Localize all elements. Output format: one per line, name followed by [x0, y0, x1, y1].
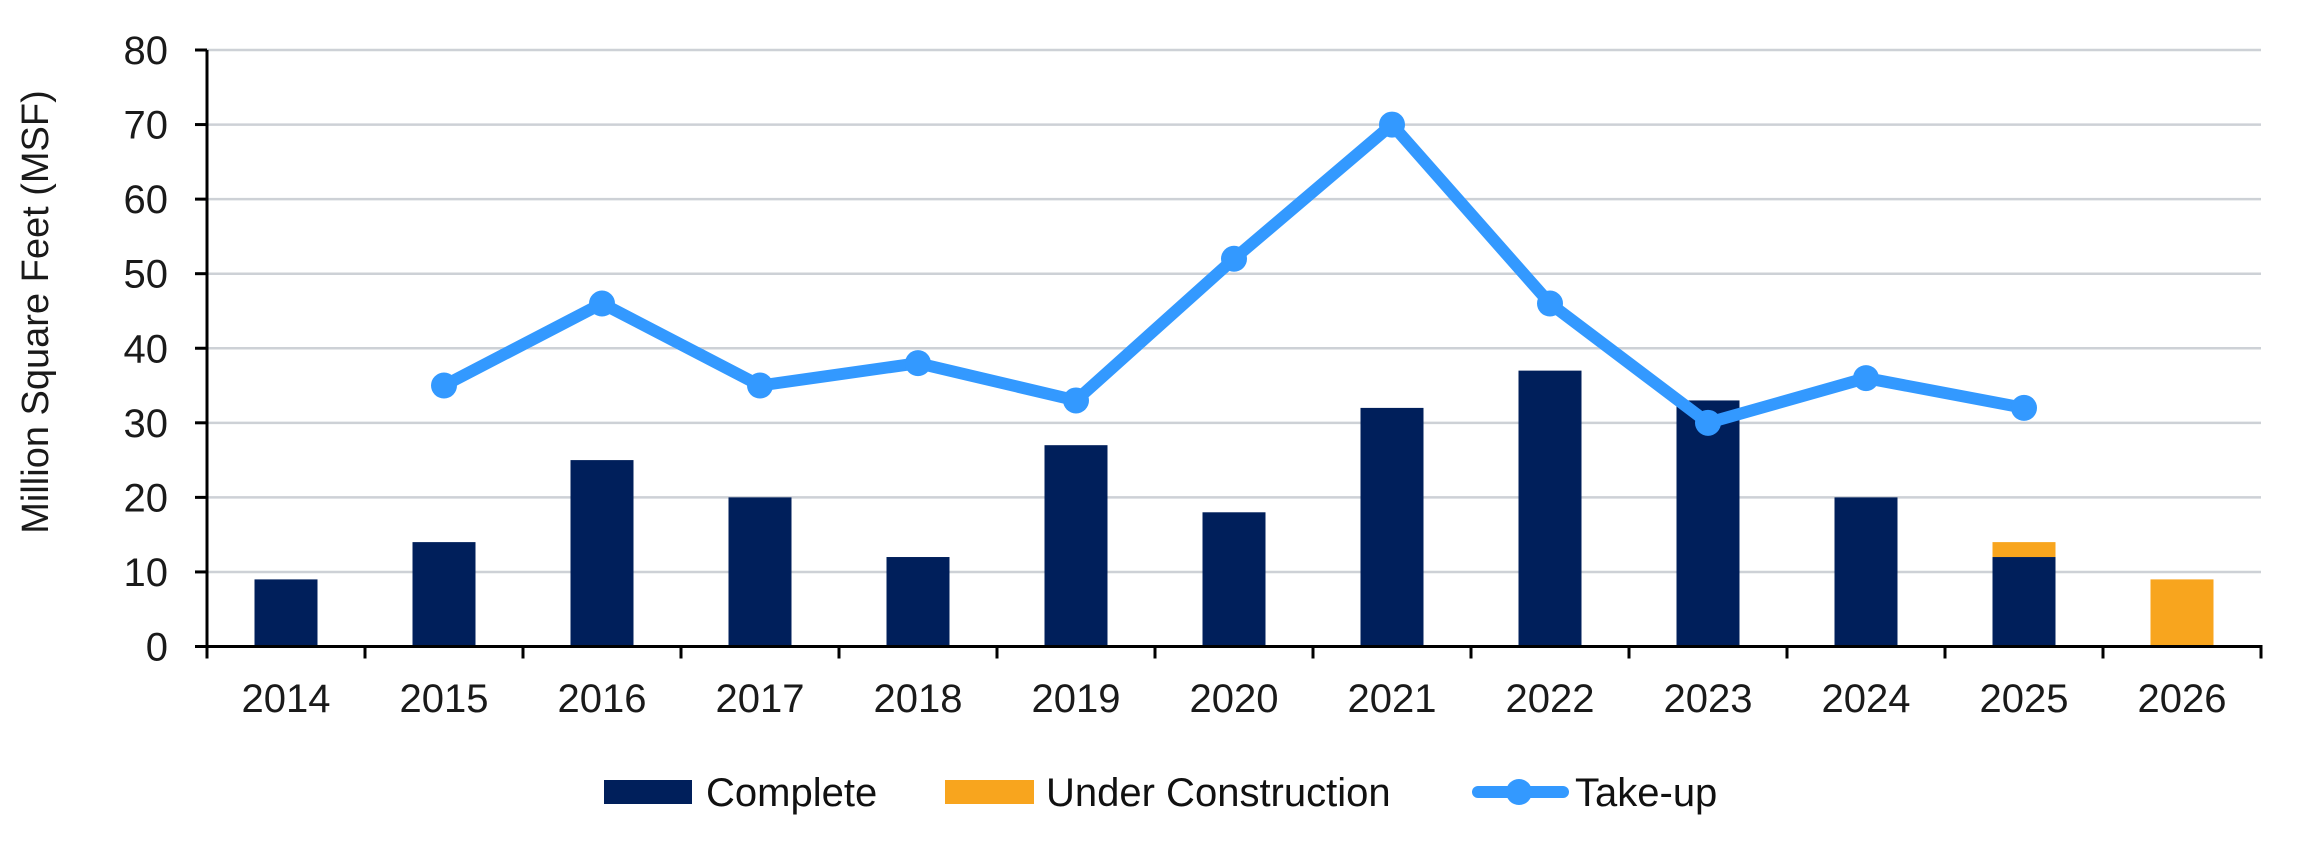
bars [254, 370, 2214, 647]
y-tick-label-40: 40 [124, 327, 169, 371]
legend-item-take-up[interactable]: Take-up [1472, 771, 1717, 815]
x-tick-labels: 2014 2015 2016 2017 2018 2019 2020 2021 2022 2023… [242, 677, 2227, 721]
x-tick-label-2018: 2018 [874, 677, 963, 721]
legend-label-take-up: Take-up [1575, 771, 1717, 815]
legend-marker-take-up [1506, 779, 1532, 805]
y-tick-label-80: 80 [124, 29, 169, 73]
y-tick-label-70: 70 [124, 104, 169, 148]
bar-under-construction-2025 [1992, 542, 2056, 558]
take-up-point-2025 [2011, 394, 2037, 421]
bar-under-construction-2026 [2150, 579, 2214, 647]
bar-complete-2019 [1044, 445, 1108, 647]
x-tick-label-2014: 2014 [242, 677, 331, 721]
y-tick-label-10: 10 [124, 551, 169, 595]
bar-complete-2022 [1518, 370, 1582, 647]
gridlines [207, 48, 2261, 574]
x-tick-label-2026: 2026 [2138, 677, 2227, 721]
take-up-point-2017 [747, 372, 773, 399]
bar-complete-2023 [1676, 400, 1740, 647]
x-tick-label-2019: 2019 [1032, 677, 1121, 721]
x-tick-label-2023: 2023 [1664, 677, 1753, 721]
bar-complete-2016 [570, 460, 634, 647]
bar-complete-2018 [886, 557, 950, 647]
y-tick-label-20: 20 [124, 476, 169, 520]
bar-complete-2021 [1360, 407, 1424, 647]
x-tick-label-2017: 2017 [716, 677, 805, 721]
legend-swatch-complete [604, 780, 692, 804]
bar-complete-2024 [1834, 497, 1898, 647]
legend-label-complete: Complete [706, 771, 877, 815]
take-up-point-2021 [1379, 111, 1405, 138]
bar-complete-2014 [254, 579, 318, 647]
legend-label-under-construction: Under Construction [1046, 771, 1391, 815]
bar-complete-2017 [728, 497, 792, 647]
take-up-point-2015 [431, 372, 457, 399]
bar-complete-2020 [1202, 512, 1266, 647]
take-up-point-2016 [589, 290, 615, 317]
x-tick-label-2020: 2020 [1190, 677, 1279, 721]
legend-item-under-construction[interactable]: Under Construction [945, 771, 1391, 815]
take-up-point-2024 [1853, 365, 1879, 392]
bar-complete-2025 [1992, 557, 2056, 647]
take-up-point-2019 [1063, 387, 1089, 414]
y-tick-label-60: 60 [124, 178, 169, 222]
axes [195, 48, 2263, 659]
bar-complete-2015 [412, 542, 476, 647]
take-up-point-2023 [1695, 409, 1721, 436]
x-tick-label-2025: 2025 [1980, 677, 2069, 721]
x-tick-label-2016: 2016 [558, 677, 647, 721]
legend: Complete Under Construction Take-up [604, 771, 1717, 815]
take-up-point-2018 [905, 350, 931, 377]
take-up-point-2020 [1221, 245, 1247, 272]
legend-swatch-under-construction [945, 780, 1034, 804]
y-tick-label-30: 30 [124, 402, 169, 446]
y-axis-title: Million Square Feet (MSF) [15, 90, 57, 533]
x-tick-label-2021: 2021 [1348, 677, 1437, 721]
y-tick-label-50: 50 [124, 253, 169, 297]
take-up-point-2022 [1537, 290, 1563, 317]
y-tick-label-0: 0 [146, 626, 168, 670]
y-tick-labels: 0 10 20 30 40 50 60 70 80 [124, 29, 169, 670]
take-up-line-series [431, 111, 2037, 436]
x-tick-label-2022: 2022 [1506, 677, 1595, 721]
x-tick-label-2015: 2015 [400, 677, 489, 721]
x-tick-label-2024: 2024 [1822, 677, 1911, 721]
legend-item-complete[interactable]: Complete [604, 771, 877, 815]
